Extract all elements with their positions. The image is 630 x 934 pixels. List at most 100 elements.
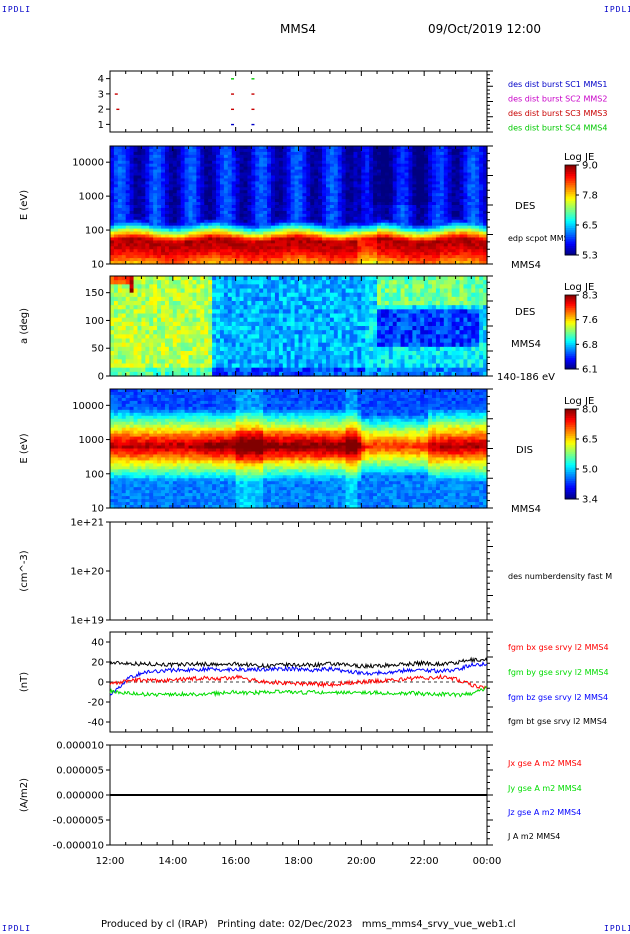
des-energy-spectrogram-cell: [455, 148, 461, 153]
des-energy-spectrogram-cell: [110, 255, 115, 259]
des-energy-spectrogram-cell: [416, 243, 421, 247]
des-energy-spectrogram-cell: [196, 261, 201, 265]
des-pitch-spectrogram-cell: [235, 317, 241, 323]
des-energy-spectrogram-cell: [153, 202, 158, 206]
des-energy-spectrogram-cell: [133, 213, 139, 218]
des-pitch-spectrogram-cell: [255, 330, 260, 335]
des-energy-spectrogram-cell: [325, 228, 331, 233]
des-energy-spectrogram-cell: [113, 252, 119, 256]
des-energy-spectrogram-cell: [117, 246, 123, 250]
des-energy-spectrogram-cell: [455, 210, 461, 215]
des-energy-spectrogram-cell: [318, 216, 323, 221]
des-energy-spectrogram-cell: [290, 154, 296, 159]
des-energy-spectrogram-cell: [247, 148, 252, 153]
des-energy-spectrogram-cell: [137, 246, 143, 250]
des-energy-spectrogram-cell: [208, 213, 213, 218]
des-energy-spectrogram-cell: [223, 228, 229, 233]
des-energy-spectrogram-cell: [467, 166, 472, 171]
des-energy-spectrogram-cell: [235, 196, 241, 200]
des-pitch-spectrogram-cell: [121, 363, 127, 369]
des-energy-spectrogram-cell: [184, 172, 190, 177]
des-energy-spectrogram-cell: [463, 219, 468, 224]
des-energy-spectrogram-cell: [286, 199, 292, 203]
des-energy-spectrogram-cell: [180, 225, 186, 230]
des-energy-spectrogram-cell: [314, 255, 319, 259]
des-energy-spectrogram-cell: [149, 202, 154, 206]
des-pitch-spectrogram-cell: [204, 305, 209, 310]
des-energy-spectrogram-cell: [271, 222, 276, 227]
des-energy-spectrogram-cell: [325, 216, 331, 221]
des-energy-spectrogram-cell: [349, 193, 355, 197]
des-energy-spectrogram-cell: [129, 190, 135, 194]
des-energy-spectrogram-cell: [110, 146, 115, 150]
des-energy-spectrogram-cell: [325, 163, 331, 168]
des-energy-spectrogram-cell: [200, 193, 205, 197]
des-energy-spectrogram-cell: [361, 184, 366, 188]
des-energy-spectrogram-cell: [298, 163, 304, 168]
des-energy-spectrogram-cell: [129, 222, 135, 227]
des-energy-spectrogram-cell: [133, 261, 139, 265]
des-pitch-spectrogram-cell: [172, 330, 178, 335]
des-energy-spectrogram-cell: [212, 187, 217, 191]
des-energy-spectrogram-cell: [365, 146, 370, 150]
des-energy-spectrogram-cell: [420, 169, 425, 174]
des-energy-spectrogram-cell: [227, 219, 233, 224]
des-energy-spectrogram-cell: [357, 178, 362, 182]
des-pitch-spectrogram-cell: [110, 355, 115, 360]
des-energy-spectrogram-cell: [329, 178, 335, 182]
des-energy-spectrogram-cell: [416, 222, 421, 227]
des-energy-spectrogram-cell: [223, 246, 229, 250]
des-energy-spectrogram-cell: [373, 175, 378, 180]
des-energy-spectrogram-cell: [153, 222, 158, 227]
des-pitch-spectrogram-cell: [129, 309, 135, 315]
des-pitch-spectrogram-cell: [168, 313, 174, 319]
des-energy-spectrogram-cell: [412, 205, 417, 209]
des-energy-spectrogram-cell: [435, 181, 441, 185]
des-pitch-spectrogram-cell: [239, 288, 245, 294]
des-energy-spectrogram-cell: [153, 163, 158, 168]
des-pitch-spectrogram-cell: [200, 276, 205, 281]
des-energy-spectrogram-cell: [267, 252, 272, 256]
des-energy-spectrogram-cell: [129, 219, 135, 224]
des-energy-spectrogram-cell: [271, 261, 276, 265]
des-energy-spectrogram-cell: [318, 146, 323, 150]
des-energy-spectrogram-cell: [294, 160, 300, 165]
des-pitch-spectrogram-cell: [129, 301, 135, 306]
des-energy-spectrogram-cell: [443, 255, 449, 259]
des-energy-spectrogram-cell: [298, 228, 304, 233]
des-energy-spectrogram-cell: [251, 240, 256, 244]
des-energy-spectrogram-cell: [451, 151, 457, 156]
des-energy-spectrogram-cell: [455, 172, 461, 177]
des-pitch-spectrogram-cell: [121, 317, 127, 323]
des-energy-spectrogram-cell: [483, 219, 488, 224]
des-energy-spectrogram-cell: [278, 148, 284, 153]
des-energy-spectrogram-cell: [471, 222, 476, 227]
des-pitch-spectrogram-cell: [164, 292, 170, 298]
des-energy-spectrogram-cell: [172, 154, 178, 159]
des-energy-spectrogram-cell: [149, 219, 154, 224]
des-energy-spectrogram-cell: [188, 228, 194, 233]
des-pitch-spectrogram-cell: [145, 355, 150, 360]
des-energy-spectrogram-cell: [384, 184, 390, 188]
des-energy-spectrogram-cell: [149, 243, 154, 247]
des-energy-spectrogram-cell: [483, 193, 488, 197]
des-energy-spectrogram-cell: [380, 148, 386, 153]
des-energy-spectrogram-cell: [337, 163, 343, 168]
des-energy-spectrogram-cell: [259, 228, 264, 233]
des-energy-spectrogram-cell: [380, 172, 386, 177]
des-energy-spectrogram-cell: [247, 193, 252, 197]
des-energy-ytick-label: 10: [91, 260, 104, 271]
des-energy-spectrogram-cell: [463, 228, 468, 233]
des-energy-spectrogram-cell: [247, 252, 252, 256]
des-energy-spectrogram-cell: [164, 210, 170, 215]
des-energy-spectrogram-cell: [341, 166, 347, 171]
des-pitch-spectrogram-cells: [110, 276, 488, 377]
des-energy-spectrogram-cell: [479, 196, 484, 200]
des-energy-spectrogram-cell: [463, 190, 468, 194]
des-energy-spectrogram-cell: [463, 261, 468, 265]
des-pitch-spectrogram-cell: [223, 309, 229, 315]
des-pitch-spectrogram-cell: [157, 355, 162, 360]
des-energy-spectrogram-cell: [243, 261, 249, 265]
des-energy-spectrogram-cell: [200, 163, 205, 168]
des-energy-spectrogram-cell: [290, 216, 296, 221]
